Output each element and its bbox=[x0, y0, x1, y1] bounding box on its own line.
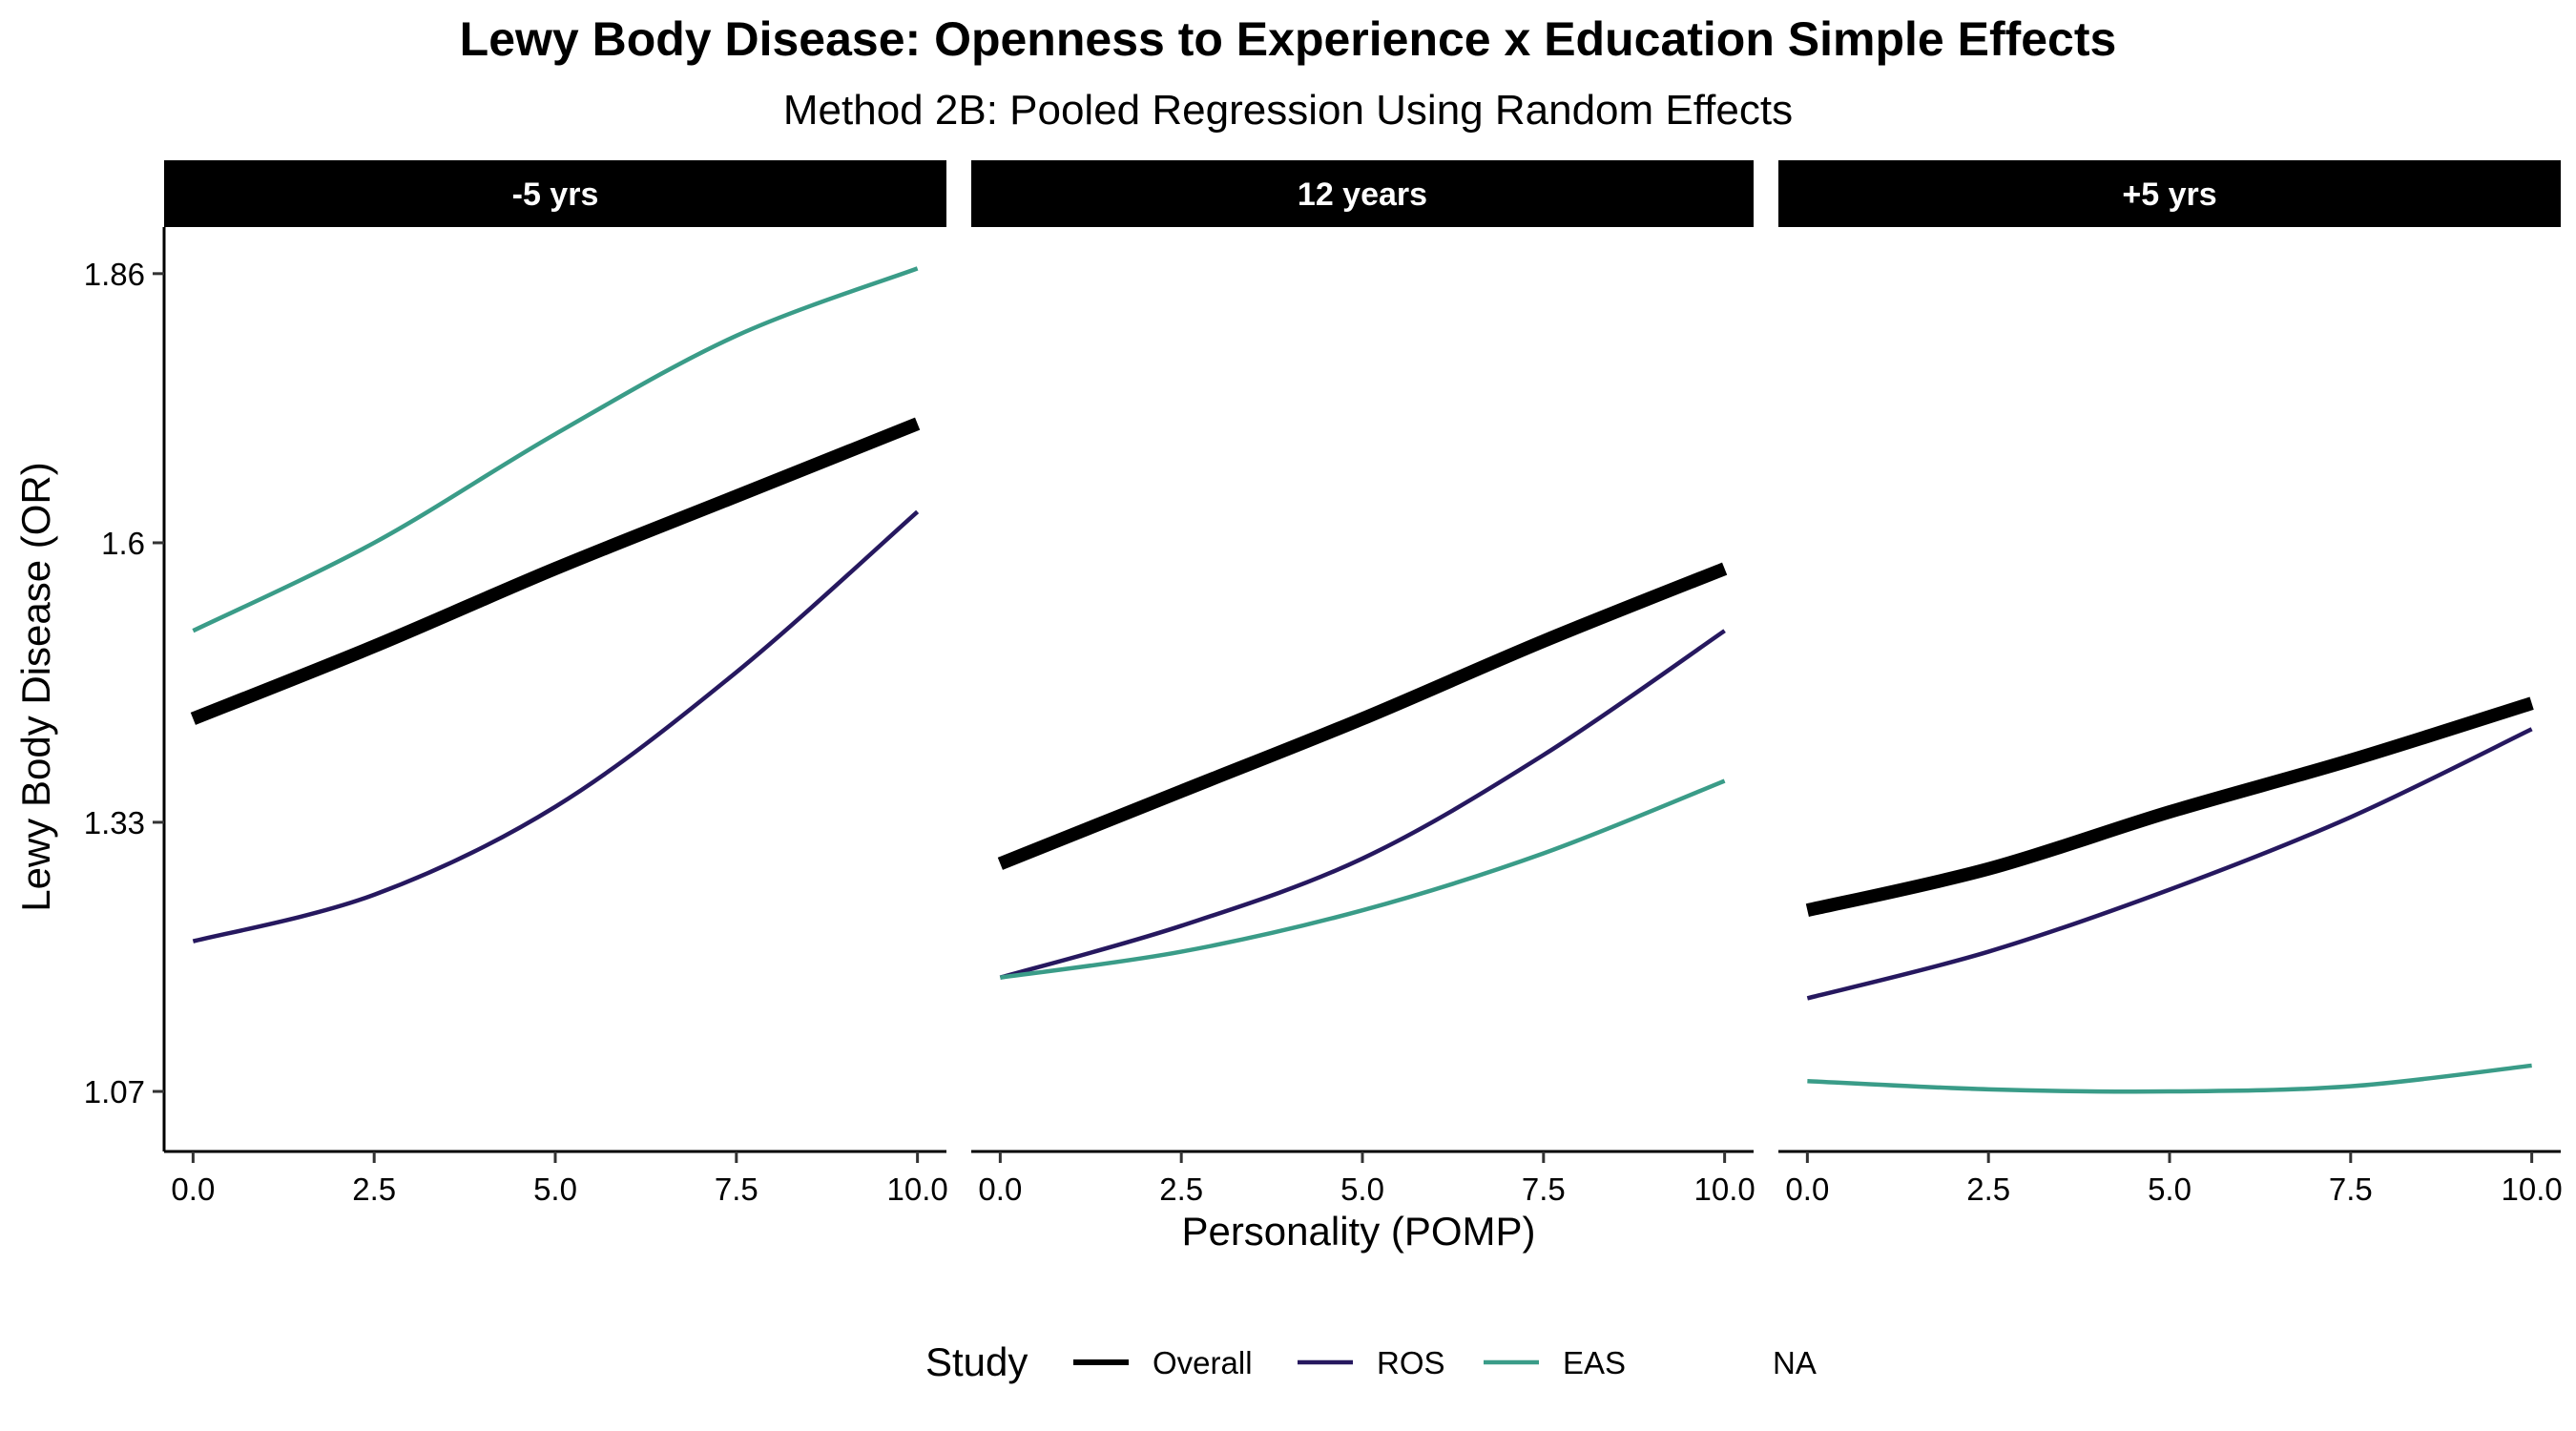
facet-panel: -5 yrs 1.07 1.33 1.6 1.86 0.0 2.5 5.0 7.5 10.0 bbox=[84, 160, 948, 1207]
x-axis-title: Personality (POMP) bbox=[1181, 1209, 1535, 1254]
series-line-overall bbox=[1805, 696, 2534, 917]
x-tick-label: 0.0 bbox=[1785, 1172, 1829, 1207]
x-tick-label: 7.5 bbox=[715, 1172, 758, 1207]
facet-strip-label: +5 yrs bbox=[2122, 176, 2216, 213]
facet-strip bbox=[164, 160, 946, 227]
legend-label-ros: ROS bbox=[1377, 1345, 1445, 1380]
x-tick-label: 7.5 bbox=[2329, 1172, 2373, 1207]
facet-panel: 12 years 0.0 2.5 5.0 7.5 10.0 bbox=[971, 160, 1755, 1207]
legend-label-overall: Overall bbox=[1153, 1345, 1253, 1380]
x-tick-label: 2.5 bbox=[352, 1172, 396, 1207]
legend: Study Overall ROS EAS NA bbox=[925, 1339, 1817, 1384]
y-tick-label: 1.86 bbox=[84, 257, 145, 292]
series-line-overall bbox=[997, 562, 1728, 870]
x-tick-label: 10.0 bbox=[887, 1172, 948, 1207]
facet-strip bbox=[971, 160, 1754, 227]
x-tick-label: 7.5 bbox=[1522, 1172, 1566, 1207]
facet-panel: +5 yrs 0.0 2.5 5.0 7.5 10.0 bbox=[1778, 160, 2563, 1207]
y-axis-title: Lewy Body Disease (OR) bbox=[13, 462, 58, 912]
facet-strip-label: -5 yrs bbox=[512, 176, 599, 213]
y-tick-label: 1.6 bbox=[101, 526, 145, 561]
series-lines bbox=[190, 266, 921, 944]
x-tick-label: 2.5 bbox=[1159, 1172, 1203, 1207]
legend-label-eas: EAS bbox=[1563, 1345, 1626, 1380]
series-lines bbox=[1805, 696, 2534, 1094]
x-tick-label: 0.0 bbox=[978, 1172, 1022, 1207]
x-tick-label: 5.0 bbox=[2148, 1172, 2192, 1207]
x-tick-label: 10.0 bbox=[2502, 1172, 2563, 1207]
chart-subtitle: Method 2B: Pooled Regression Using Rando… bbox=[783, 87, 1793, 134]
facet-strip bbox=[1778, 160, 2561, 227]
x-tick-label: 0.0 bbox=[171, 1172, 215, 1207]
x-tick-label: 5.0 bbox=[533, 1172, 577, 1207]
y-tick-label: 1.33 bbox=[84, 805, 145, 840]
series-lines bbox=[997, 562, 1728, 980]
series-line-eas bbox=[192, 266, 919, 633]
series-line-overall bbox=[190, 417, 921, 725]
x-tick-label: 2.5 bbox=[1966, 1172, 2010, 1207]
series-line-eas bbox=[1807, 1063, 2532, 1094]
x-tick-label: 10.0 bbox=[1694, 1172, 1755, 1207]
series-line-ros bbox=[192, 509, 920, 944]
series-line-eas bbox=[1000, 778, 1726, 980]
legend-label-na: NA bbox=[1773, 1345, 1817, 1380]
x-tick-label: 5.0 bbox=[1340, 1172, 1384, 1207]
series-line-ros bbox=[999, 629, 1726, 980]
facet-strip-label: 12 years bbox=[1298, 176, 1427, 213]
legend-title: Study bbox=[925, 1339, 1028, 1384]
chart-title: Lewy Body Disease: Openness to Experienc… bbox=[460, 12, 2117, 66]
y-tick-label: 1.07 bbox=[84, 1074, 145, 1110]
series-line-ros bbox=[1806, 727, 2533, 1001]
